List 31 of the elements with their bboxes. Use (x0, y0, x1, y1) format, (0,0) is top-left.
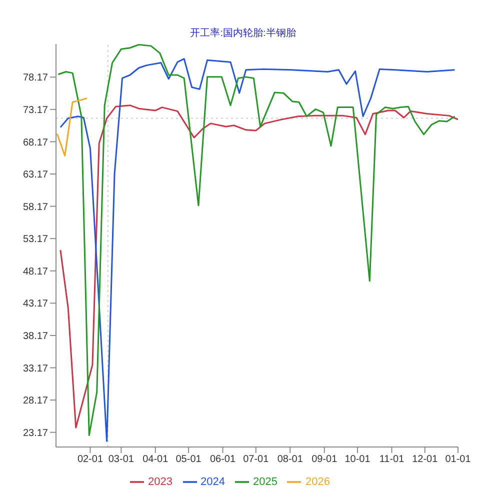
chart-title: 开工率:国内轮胎:半钢胎 (189, 26, 297, 40)
x-tick-label: 09-01 (312, 454, 338, 466)
line-series (56, 98, 88, 156)
legend-label: 2023 (148, 476, 173, 488)
x-tick-label: 12-01 (412, 454, 438, 466)
y-tick-label: 43.17 (22, 298, 48, 310)
x-tick-label: 03-01 (108, 454, 134, 466)
y-tick-label: 63.17 (22, 170, 48, 181)
x-tick-label: 06-01 (210, 454, 236, 466)
x-tick-label: 05-01 (176, 454, 202, 466)
x-tick-label: 04-01 (142, 454, 169, 466)
y-tick-label: 58.17 (22, 202, 48, 213)
x-tick-label: 10-01 (344, 454, 371, 466)
legend-label: 2025 (253, 476, 278, 488)
x-tick-label: 02-01 (77, 454, 104, 466)
line-series (60, 104, 458, 428)
legend-label: 2026 (305, 476, 330, 488)
y-tick-label: 23.17 (22, 428, 48, 439)
y-tick-label: 53.17 (22, 234, 48, 246)
y-tick-label: 73.17 (22, 104, 48, 116)
y-tick-label: 33.17 (22, 363, 48, 374)
legend-label: 2024 (200, 476, 225, 488)
x-tick-label: 11-01 (379, 454, 405, 466)
x-tick-label: 08-01 (277, 454, 304, 466)
y-tick-label: 38.17 (22, 331, 48, 342)
x-tick-label: 01-01 (445, 454, 472, 466)
y-tick-label: 68.17 (22, 137, 48, 148)
y-tick-label: 48.17 (22, 266, 48, 278)
y-tick-label: 78.17 (22, 72, 48, 84)
x-tick-label: 07-01 (243, 454, 270, 466)
y-tick-label: 28.17 (22, 396, 48, 407)
